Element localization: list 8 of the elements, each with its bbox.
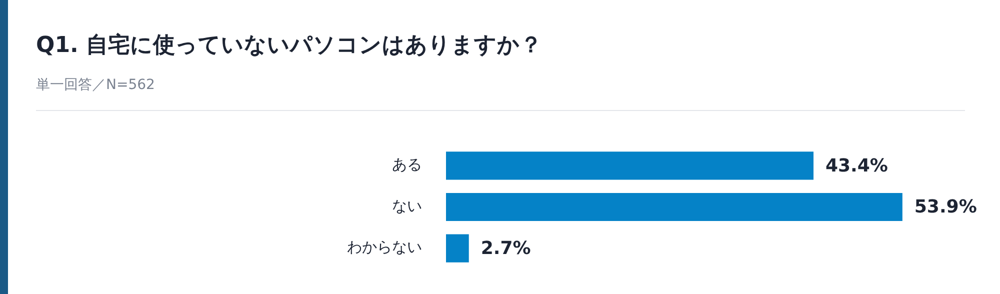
data-label: 53.9% bbox=[914, 196, 977, 218]
y-tick-label: ない bbox=[392, 196, 422, 215]
text: 単一回答／N=562 bbox=[36, 76, 155, 94]
data-label: 2.7% bbox=[480, 238, 531, 260]
y-tick-label: わからない bbox=[347, 238, 422, 256]
data-label: 43.4% bbox=[826, 155, 888, 176]
y-tick-label: ある bbox=[392, 156, 422, 174]
chart-title: Q1. 自宅に使っていないパソコンはありますか？ bbox=[36, 32, 542, 60]
